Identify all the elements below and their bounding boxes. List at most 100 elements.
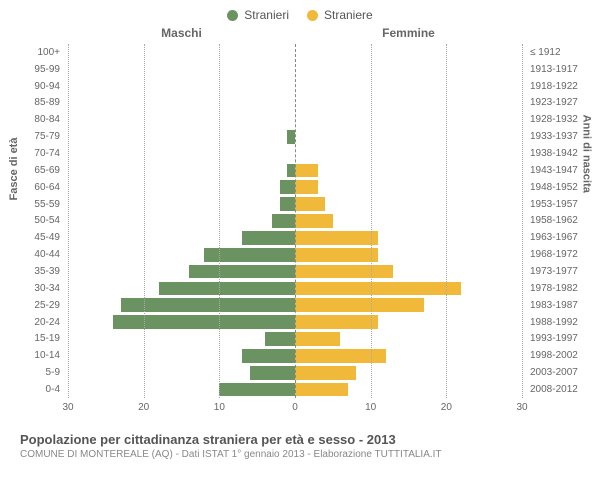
header-male: Maschi (68, 26, 295, 40)
birth-label: 1978-1982 (526, 280, 580, 297)
x-tick: 30 (62, 402, 73, 413)
birth-label: 1993-1997 (526, 331, 580, 348)
x-tick: 10 (214, 402, 225, 413)
legend-item-female: Straniere (307, 8, 373, 22)
grid-line (522, 44, 523, 398)
bar-row-female (295, 381, 522, 398)
header-female: Femmine (295, 26, 522, 40)
birth-label: 1948-1952 (526, 179, 580, 196)
grid-line (219, 44, 220, 398)
birth-label: 1918-1922 (526, 78, 580, 95)
age-label: 70-74 (20, 145, 64, 162)
x-tick: 10 (365, 402, 376, 413)
bar-row-male (68, 381, 295, 398)
bar-row-female (295, 95, 522, 112)
age-label: 30-34 (20, 280, 64, 297)
bar-row-male (68, 331, 295, 348)
chart: Fasce di età Anni di nascita Maschi Femm… (20, 26, 580, 426)
bar-row-female (295, 196, 522, 213)
age-label: 25-29 (20, 297, 64, 314)
bar-male (250, 366, 295, 380)
birth-label: 2003-2007 (526, 364, 580, 381)
age-label: 0-4 (20, 381, 64, 398)
age-label: 95-99 (20, 61, 64, 78)
bar-row-male (68, 78, 295, 95)
bar-row-female (295, 111, 522, 128)
bar-row-male (68, 179, 295, 196)
bar-female (295, 383, 348, 397)
female-swatch (307, 10, 318, 21)
birth-label: 1928-1932 (526, 111, 580, 128)
chart-title: Popolazione per cittadinanza straniera p… (20, 432, 580, 447)
age-label: 90-94 (20, 78, 64, 95)
bar-row-male (68, 111, 295, 128)
bar-male (272, 214, 295, 228)
age-label: 35-39 (20, 263, 64, 280)
legend-item-male: Stranieri (227, 8, 289, 22)
bar-male (219, 383, 295, 397)
birth-label: 1933-1937 (526, 128, 580, 145)
birth-label: 1958-1962 (526, 213, 580, 230)
birth-label: 1923-1927 (526, 95, 580, 112)
y-axis-right: ≤ 19121913-19171918-19221923-19271928-19… (526, 44, 580, 398)
age-label: 10-14 (20, 347, 64, 364)
bar-row-male (68, 61, 295, 78)
bar-female (295, 332, 340, 346)
male-swatch (227, 10, 238, 21)
birth-label: 1973-1977 (526, 263, 580, 280)
legend-female-label: Straniere (324, 8, 373, 22)
age-label: 60-64 (20, 179, 64, 196)
bar-row-female (295, 179, 522, 196)
x-axis: 3020100102030 (68, 402, 522, 416)
y-axis-title-right: Anni di nascita (580, 115, 592, 193)
birth-label: 1938-1942 (526, 145, 580, 162)
bar-row-female (295, 213, 522, 230)
legend: Stranieri Straniere (0, 0, 600, 26)
birth-label: 1988-1992 (526, 314, 580, 331)
x-tick: 20 (138, 402, 149, 413)
x-tick: 0 (292, 402, 298, 413)
age-label: 45-49 (20, 229, 64, 246)
plot-area (68, 44, 522, 398)
bar-row-female (295, 297, 522, 314)
bar-row-female (295, 280, 522, 297)
birth-label: 1953-1957 (526, 196, 580, 213)
birth-label: 1963-1967 (526, 229, 580, 246)
age-label: 65-69 (20, 162, 64, 179)
age-label: 85-89 (20, 95, 64, 112)
birth-label: 1943-1947 (526, 162, 580, 179)
bar-male (280, 197, 295, 211)
bar-female (295, 282, 461, 296)
bar-male (159, 282, 295, 296)
grid-line (144, 44, 145, 398)
bar-male (265, 332, 295, 346)
birth-label: 2008-2012 (526, 381, 580, 398)
legend-male-label: Stranieri (244, 8, 289, 22)
bar-row-female (295, 246, 522, 263)
bar-male (189, 265, 295, 279)
age-label: 55-59 (20, 196, 64, 213)
bar-female (295, 231, 378, 245)
age-label: 50-54 (20, 213, 64, 230)
bar-row-female (295, 263, 522, 280)
age-label: 15-19 (20, 331, 64, 348)
bar-row-female (295, 331, 522, 348)
bar-row-male (68, 280, 295, 297)
footer: Popolazione per cittadinanza straniera p… (0, 426, 600, 460)
bar-row-male (68, 145, 295, 162)
x-tick: 20 (441, 402, 452, 413)
bar-row-female (295, 78, 522, 95)
bar-row-female (295, 61, 522, 78)
male-half (68, 44, 295, 398)
bar-male (242, 231, 295, 245)
bar-row-female (295, 145, 522, 162)
age-label: 75-79 (20, 128, 64, 145)
bar-row-male (68, 213, 295, 230)
bar-row-male (68, 246, 295, 263)
bar-male (280, 180, 295, 194)
age-label: 40-44 (20, 246, 64, 263)
birth-label: 1968-1972 (526, 246, 580, 263)
bar-row-female (295, 128, 522, 145)
column-headers: Maschi Femmine (68, 26, 522, 40)
bar-row-female (295, 364, 522, 381)
